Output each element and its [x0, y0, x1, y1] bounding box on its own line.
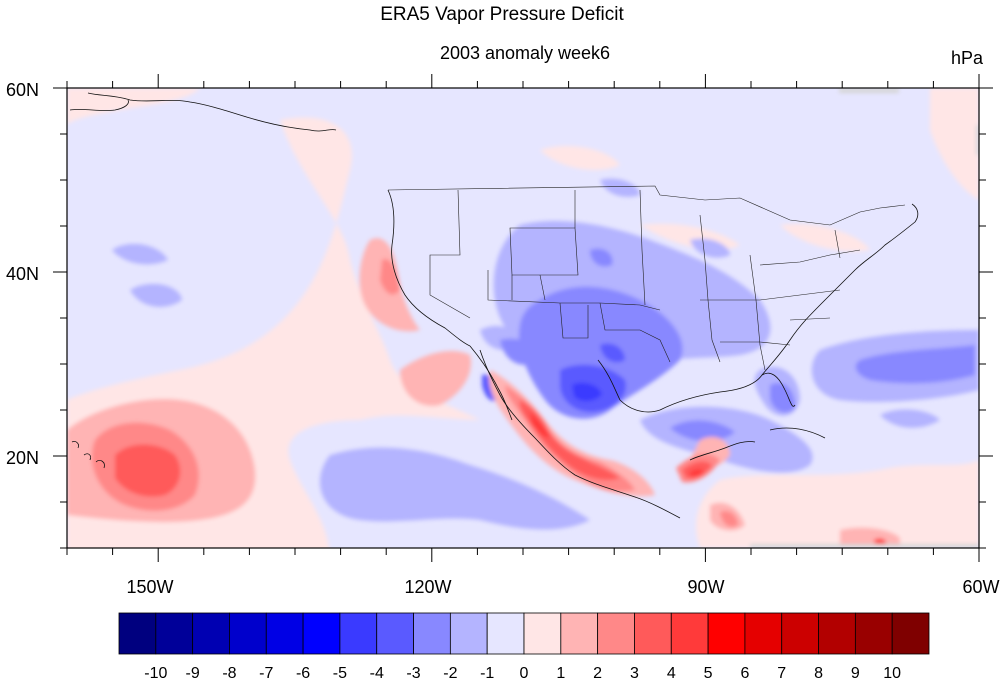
- colorbar-swatch: [560, 612, 599, 655]
- colorbar-swatch: [597, 612, 635, 655]
- colorbar-level-label: 2: [593, 665, 602, 681]
- colorbar-swatch: [781, 612, 819, 655]
- colorbar-swatch: [118, 612, 157, 655]
- latitude-labels: 60N 40N 20N: [6, 80, 39, 468]
- colorbar-level-label: -5: [333, 665, 347, 681]
- colorbar-level-label: 7: [777, 665, 786, 681]
- lon-label-150w: 150W: [126, 577, 173, 597]
- lat-label-20n: 20N: [6, 448, 39, 468]
- colorbar-swatch: [155, 612, 194, 655]
- colorbar-level-label: -3: [406, 665, 420, 681]
- colorbar-level-label: -4: [370, 665, 384, 681]
- colorbar-swatch: [449, 612, 488, 655]
- colorbar-swatch: [891, 612, 930, 655]
- colorbar-level-label: 5: [704, 665, 713, 681]
- anomaly-field: [67, 88, 979, 548]
- coastlines: [69, 92, 919, 519]
- colorbar-level-label: -1: [480, 665, 494, 681]
- colorbar-level-label: -9: [186, 665, 200, 681]
- colorbar-swatch: [744, 612, 783, 655]
- lon-label-60w: 60W: [962, 577, 999, 597]
- colorbar-level-label: -7: [259, 665, 273, 681]
- colorbar-level-label: 3: [630, 665, 639, 681]
- figure-title: ERA5 Vapor Pressure Deficit: [380, 4, 624, 25]
- map-ticks: [53, 74, 993, 562]
- colorbar-level-label: -8: [222, 665, 236, 681]
- us-state-boundaries: [387, 185, 906, 371]
- lon-label-90w: 90W: [687, 577, 724, 597]
- colorbar-level-label: -2: [443, 665, 457, 681]
- colorbar-level-label: -10: [144, 665, 167, 681]
- colorbar-level-label: 10: [883, 665, 901, 681]
- lat-label-60n: 60N: [6, 80, 39, 100]
- colorbar-level-label: 4: [667, 665, 676, 681]
- colorbar-swatch: [486, 612, 525, 655]
- colorbar-swatch: [376, 612, 414, 655]
- colorbar-swatch: [634, 612, 672, 655]
- longitude-labels: 150W 120W 90W 60W: [126, 577, 999, 597]
- lat-label-40n: 40N: [6, 264, 39, 284]
- colorbar-swatch: [818, 612, 856, 655]
- colorbar-swatch: [302, 612, 341, 655]
- lon-label-120w: 120W: [404, 577, 451, 597]
- colorbar-swatch: [523, 612, 562, 655]
- colorbar-swatch: [265, 612, 304, 655]
- colorbar-level-label: 1: [556, 665, 565, 681]
- colorbar-level-label: 8: [814, 665, 823, 681]
- colorbar-swatch: [413, 612, 451, 655]
- figure-subtitle: 2003 anomaly week6: [440, 43, 610, 63]
- anomaly-map: [67, 88, 979, 548]
- units-label: hPa: [951, 48, 984, 68]
- colorbar: -10 -9 -8 -7 -6 -5 -4 -3 -2 -1 0 1 2 3 4 5 6 7 8 9 10: [118, 612, 930, 681]
- colorbar-swatch: [339, 612, 378, 655]
- colorbar-swatch: [192, 612, 230, 655]
- colorbar-level-label: 6: [740, 665, 749, 681]
- colorbar-swatch: [707, 612, 746, 655]
- colorbar-level-label: 9: [851, 665, 860, 681]
- colorbar-level-label: 0: [520, 665, 529, 681]
- colorbar-swatch: [670, 612, 709, 655]
- colorbar-swatch: [229, 612, 267, 655]
- colorbar-level-label: -6: [296, 665, 310, 681]
- colorbar-swatch: [854, 612, 893, 655]
